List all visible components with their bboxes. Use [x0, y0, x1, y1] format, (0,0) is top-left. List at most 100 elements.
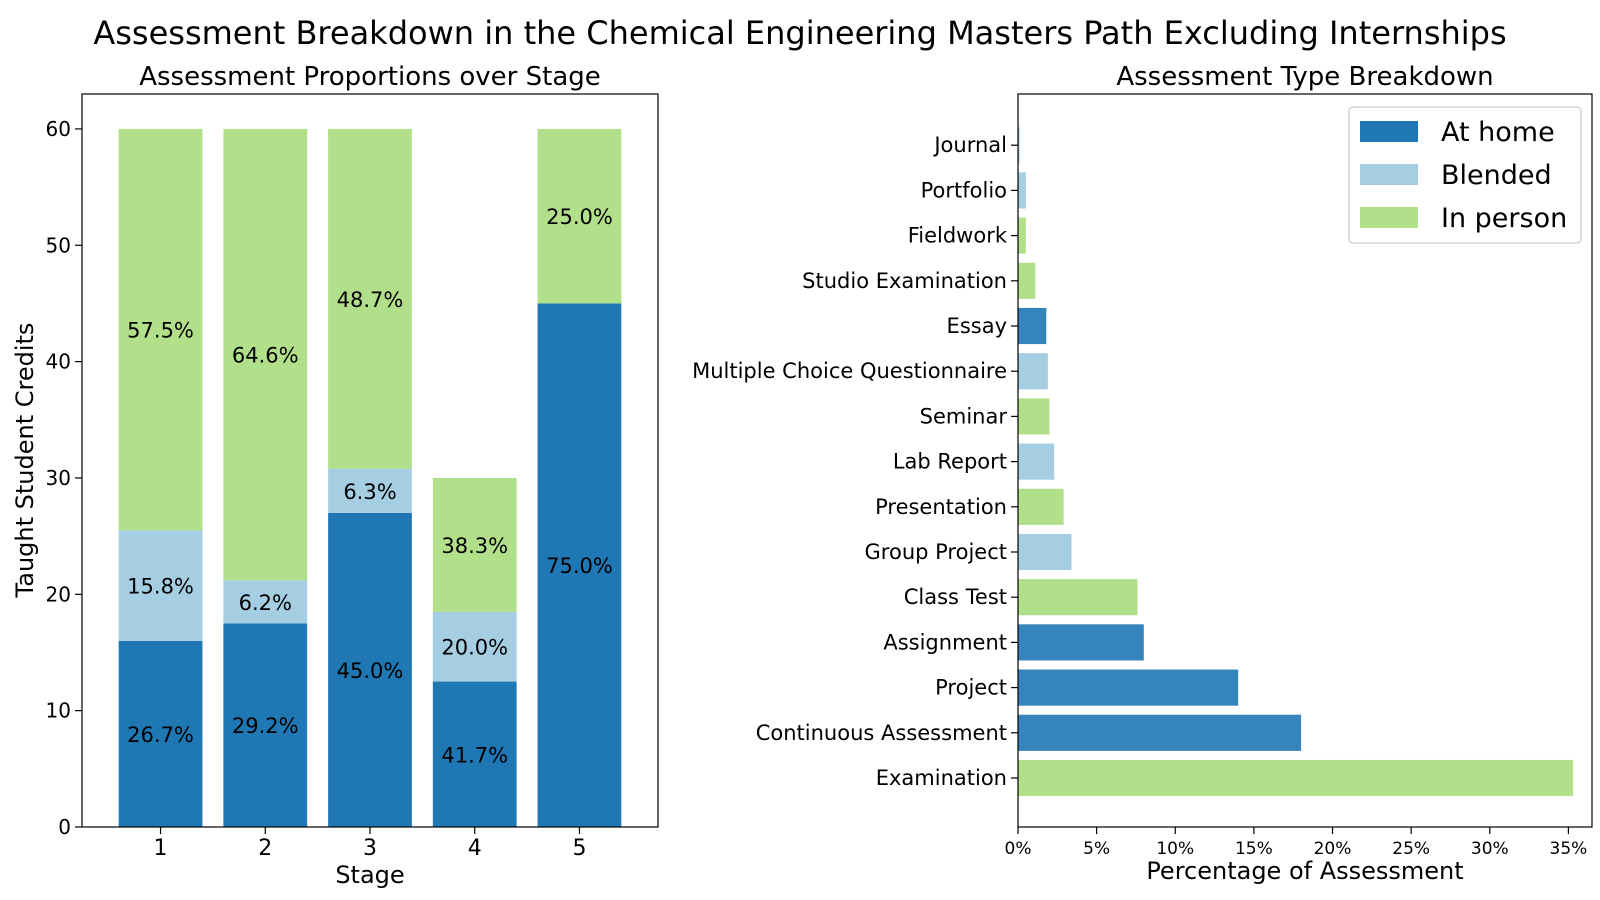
bar-multiple-choice-questionnaire [1018, 353, 1048, 390]
y-tick-label: Lab Report [893, 450, 1007, 474]
y-tick-label: Project [935, 676, 1007, 700]
bar-at-home-stage-1 [118, 640, 203, 827]
left-y-axis: 0 10 20 30 40 50 60 [46, 117, 82, 839]
x-tick-label: 4 [468, 836, 482, 861]
y-tick-label: Class Test [904, 585, 1007, 609]
right-bars [1018, 127, 1574, 797]
horizontal-bar-chart: Assessment Type Breakdown Examination Con… [692, 62, 1593, 885]
y-tick-label: Assignment [883, 630, 1007, 654]
legend-label: In person [1441, 203, 1567, 234]
x-tick-label: 5 [572, 836, 586, 861]
y-tick-label: Seminar [920, 404, 1008, 428]
right-plot-frame [1017, 93, 1593, 828]
y-tick-label: Essay [947, 314, 1007, 338]
x-tick-label: 15% [1235, 839, 1273, 859]
y-tick-label: Multiple Choice Questionnaire [692, 359, 1007, 383]
bar-data-label: 38.3% [441, 534, 508, 558]
legend-label: Blended [1441, 160, 1552, 191]
y-tick-label: Group Project [865, 540, 1007, 564]
left-x-axis-label: Stage [335, 861, 404, 889]
bar-at-home-stage-2 [223, 623, 308, 827]
bar-blended-stage-1 [118, 530, 203, 641]
bar-data-label: 6.2% [239, 591, 292, 615]
y-tick-label: 20 [46, 582, 71, 606]
bar-data-label: 29.2% [232, 714, 299, 738]
bar-at-home-stage-5 [537, 303, 622, 827]
x-tick-label: 25% [1392, 839, 1430, 859]
bar-at-home-stage-4 [432, 681, 517, 827]
bar-data-label: 6.3% [343, 480, 396, 504]
bar-essay [1018, 307, 1047, 345]
x-tick-label: 0% [1005, 839, 1032, 859]
right-x-axis-label: Percentage of Assessment [1146, 857, 1463, 885]
x-tick-label: 2 [258, 836, 272, 861]
x-tick-label: 20% [1314, 839, 1352, 859]
left-x-axis: 1 2 3 4 5 [154, 827, 586, 861]
bar-journal [1018, 127, 1020, 164]
left-y-axis-label: Taught Student Credits [11, 323, 39, 599]
x-tick-label: 10% [1156, 839, 1194, 859]
right-x-axis: 0% 5% 10% 15% 20% 25% 30% 35% [1005, 827, 1588, 859]
bar-in-person-stage-5 [537, 128, 622, 304]
right-y-axis: Examination Continuous Assessment Project A… [692, 133, 1018, 790]
bar-presentation [1018, 488, 1064, 525]
bar-studio-examination [1018, 262, 1036, 299]
x-tick-label: 35% [1550, 839, 1588, 859]
y-tick-label: Portfolio [921, 178, 1007, 202]
y-tick-label: Studio Examination [802, 269, 1007, 293]
bar-portfolio [1018, 172, 1026, 209]
bar-data-label: 48.7% [337, 288, 404, 312]
bar-data-label: 75.0% [546, 554, 613, 578]
legend-swatch-blended [1360, 164, 1418, 185]
y-tick-label: 0 [58, 815, 71, 839]
bar-at-home-stage-3 [328, 512, 412, 827]
bar-data-label: 25.0% [546, 205, 613, 229]
x-tick-label: 5% [1083, 839, 1110, 859]
y-tick-label: Continuous Assessment [756, 721, 1007, 745]
bar-continuous-assessment [1018, 714, 1302, 751]
bar-group-project [1018, 533, 1072, 571]
bar-in-person-stage-4 [432, 477, 517, 612]
bar-in-person-stage-1 [118, 128, 203, 531]
figure-title: Assessment Breakdown in the Chemical Eng… [93, 14, 1506, 52]
y-tick-label: Examination [876, 766, 1007, 790]
x-tick-label: 30% [1471, 839, 1509, 859]
bar-blended-stage-3 [328, 468, 412, 513]
legend-label: At home [1441, 117, 1555, 148]
bar-blended-stage-2 [223, 580, 308, 624]
bar-data-label: 15.8% [127, 575, 194, 599]
y-tick-label: 40 [46, 350, 71, 374]
x-tick-label: 3 [363, 836, 377, 861]
bar-data-label: 41.7% [441, 743, 508, 767]
bar-blended-stage-4 [432, 611, 517, 682]
bar-project [1018, 669, 1239, 706]
bar-examination [1018, 759, 1574, 797]
bar-fieldwork [1018, 217, 1026, 254]
bar-assignment [1018, 624, 1144, 661]
legend-swatch-in-person [1360, 207, 1418, 228]
left-bars: 26.7% 15.8% 57.5% 29.2% 6.2% 64.6% 45.0% 6.3% 48… [118, 128, 622, 827]
legend-swatch-at-home [1360, 121, 1418, 142]
bar-seminar [1018, 398, 1050, 435]
bar-class-test [1018, 579, 1138, 616]
stacked-bar-chart: Assessment Proportions over Stage 26.7% 1… [11, 62, 659, 889]
bar-data-label: 45.0% [337, 659, 404, 683]
left-plot-frame [81, 93, 659, 828]
legend: At home Blended In person [1348, 106, 1582, 244]
bar-lab-report [1018, 443, 1055, 480]
y-tick-label: 50 [46, 233, 71, 257]
bar-in-person-stage-3 [328, 128, 412, 469]
right-chart-title: Assessment Type Breakdown [1116, 62, 1493, 92]
y-tick-label: Fieldwork [908, 224, 1008, 248]
y-tick-label: Presentation [875, 495, 1007, 519]
bar-data-label: 57.5% [127, 319, 194, 343]
bar-in-person-stage-2 [223, 128, 308, 581]
y-tick-label: Journal [932, 133, 1007, 157]
y-tick-label: 30 [46, 466, 71, 490]
x-tick-label: 1 [154, 836, 168, 861]
y-tick-label: 10 [46, 699, 71, 723]
left-chart-title: Assessment Proportions over Stage [139, 62, 601, 92]
bar-data-label: 20.0% [441, 636, 508, 660]
